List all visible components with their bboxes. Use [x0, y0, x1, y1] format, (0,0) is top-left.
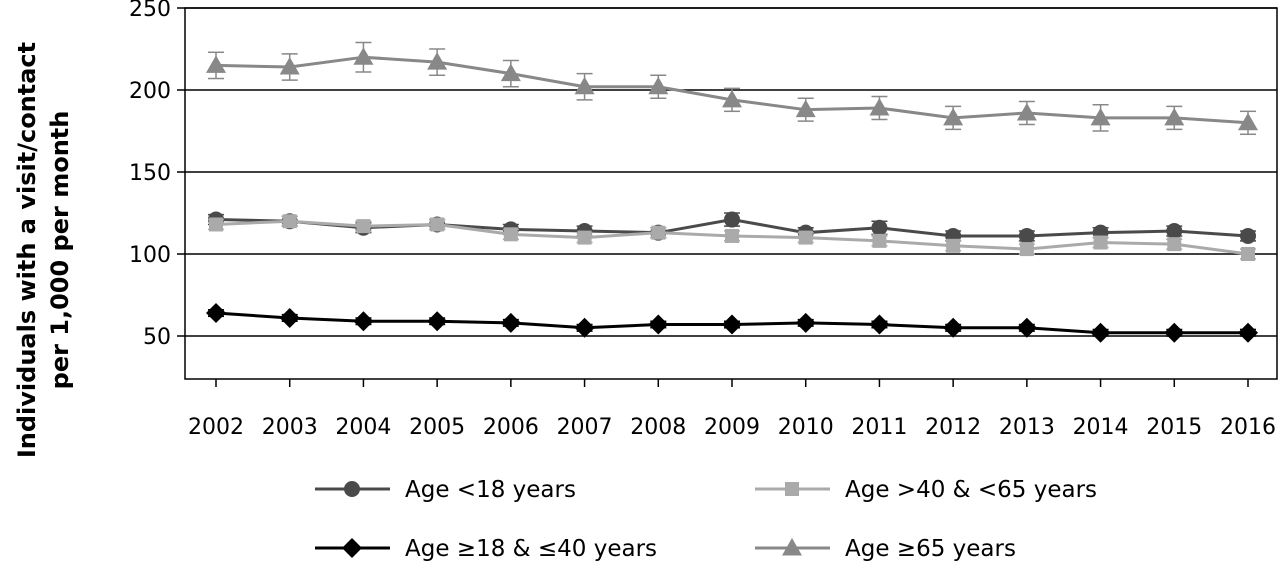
- y-tick-label: 200: [129, 79, 171, 104]
- data-point: [356, 219, 371, 234]
- data-point: [1016, 102, 1037, 121]
- data-point: [279, 307, 300, 328]
- data-point: [1238, 322, 1258, 343]
- series-triangle: [206, 41, 1258, 136]
- data-point: [574, 76, 595, 95]
- x-tick-label: 2002: [188, 415, 244, 440]
- y-tick-label: 100: [129, 243, 171, 268]
- data-point: [795, 312, 816, 333]
- axes: 50 100 150 200 250 2002 2003 2004 2005 2006 2007 20…: [129, 0, 1276, 440]
- x-tick-label: 2012: [925, 415, 981, 440]
- data-point: [427, 311, 448, 332]
- legend-label: Age ≥18 & ≤40 years: [405, 536, 657, 562]
- data-point: [1016, 317, 1037, 338]
- series-diamond: [206, 303, 1258, 343]
- data-point: [869, 98, 890, 116]
- data-point: [353, 311, 374, 332]
- legend-label: Age >40 & <65 years: [845, 477, 1097, 503]
- data-point: [577, 230, 592, 245]
- x-tick-label: 2014: [1073, 415, 1129, 440]
- data-point: [427, 52, 448, 70]
- plot-frame: [184, 7, 1278, 380]
- data-point: [209, 217, 223, 232]
- data-point: [722, 314, 742, 335]
- data-point: [1090, 107, 1111, 126]
- data-point: [500, 63, 521, 82]
- legend-marker: [344, 481, 360, 497]
- legend: Age <18 years Age >40 & <65 years Age ≥18 …: [315, 477, 1097, 562]
- data-point: [725, 228, 739, 243]
- x-tick-label: 2013: [999, 415, 1055, 440]
- data-point: [1241, 247, 1255, 261]
- y-tick-label: 250: [129, 0, 171, 22]
- legend-item: Age ≥65 years: [755, 536, 1016, 562]
- y-axis-title-line-1: Individuals with a visit/contact: [13, 42, 41, 458]
- data-point: [648, 314, 669, 335]
- y-axis-title: Individuals with a visit/contact per 1,0…: [13, 42, 74, 458]
- data-point: [798, 230, 813, 245]
- data-point: [279, 57, 300, 75]
- y-tick-label: 50: [143, 325, 171, 350]
- x-tick-label: 2007: [557, 415, 613, 440]
- data-point: [943, 317, 964, 338]
- data-point: [871, 219, 888, 236]
- data-point: [500, 312, 521, 333]
- x-tick-label: 2015: [1146, 415, 1202, 440]
- data-point: [353, 47, 374, 65]
- data-point: [1166, 223, 1183, 240]
- x-tick-label: 2009: [704, 415, 760, 440]
- x-tick-label: 2008: [630, 415, 686, 440]
- data-point: [282, 214, 297, 229]
- data-point: [651, 225, 666, 240]
- data-point: [795, 99, 816, 118]
- data-point: [503, 227, 518, 242]
- legend-item: Age >40 & <65 years: [755, 477, 1097, 503]
- data-point: [206, 55, 226, 73]
- x-tick-label: 2004: [335, 415, 391, 440]
- legend-label: Age ≥65 years: [845, 536, 1016, 562]
- legend-marker: [785, 482, 799, 496]
- y-axis-title-line-2: per 1,000 per month: [46, 111, 74, 390]
- data-point: [1240, 227, 1256, 244]
- data-point: [1018, 227, 1035, 244]
- data-point: [946, 238, 961, 253]
- x-tick-label: 2011: [851, 415, 907, 440]
- gridlines: [185, 7, 1277, 337]
- series-square: [208, 214, 1256, 261]
- x-tick-label: 2016: [1220, 415, 1276, 440]
- data-point: [724, 211, 740, 228]
- data-point: [1093, 235, 1108, 250]
- data-point: [869, 314, 890, 335]
- data-point: [1164, 107, 1185, 126]
- data-point: [1238, 112, 1258, 131]
- x-tick-label: 2005: [409, 415, 465, 440]
- series-group: [206, 41, 1258, 343]
- data-point: [574, 317, 595, 338]
- x-tick-label: 2010: [778, 415, 834, 440]
- data-point: [1019, 242, 1034, 257]
- data-point: [872, 233, 887, 248]
- data-point: [430, 217, 445, 232]
- legend-label: Age <18 years: [405, 477, 576, 503]
- data-point: [1090, 322, 1111, 343]
- data-point: [1167, 237, 1182, 252]
- data-point: [206, 303, 226, 324]
- legend-item: Age ≥18 & ≤40 years: [315, 536, 657, 562]
- legend-item: Age <18 years: [315, 477, 576, 503]
- data-point: [1164, 322, 1185, 343]
- x-tick-label: 2006: [483, 415, 539, 440]
- x-tick-label: 2003: [262, 415, 318, 440]
- legend-marker: [782, 538, 802, 556]
- data-point: [648, 76, 669, 95]
- y-tick-label: 150: [129, 161, 171, 186]
- data-point: [722, 89, 742, 108]
- data-point: [943, 107, 964, 126]
- legend-marker: [342, 538, 362, 558]
